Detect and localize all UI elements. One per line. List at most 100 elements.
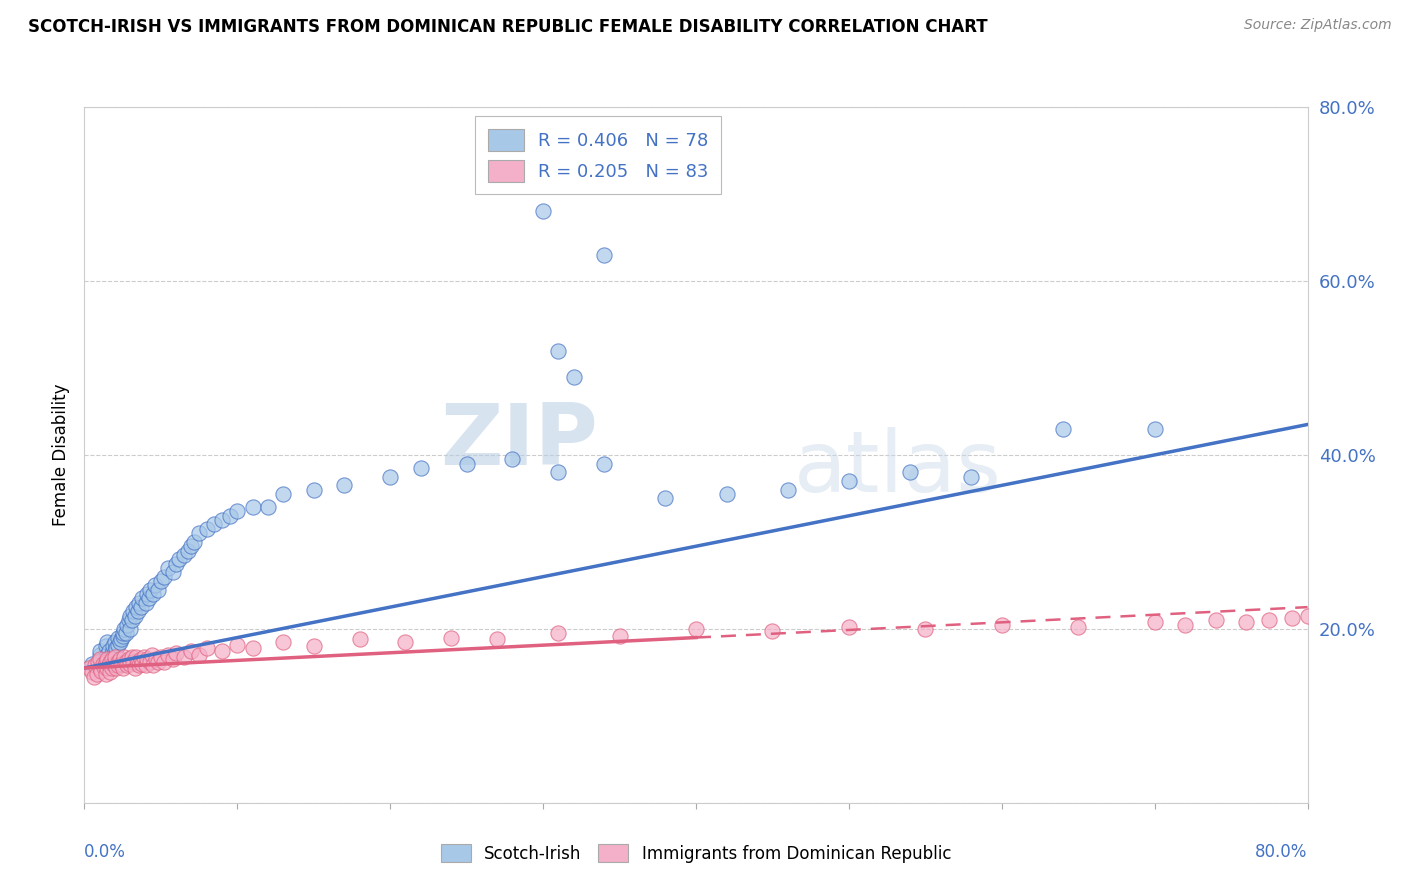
Point xyxy=(1143,615,1166,629)
Point xyxy=(101,652,124,666)
Point xyxy=(89,648,111,662)
Point xyxy=(173,649,195,664)
Point xyxy=(157,648,180,662)
Point xyxy=(149,649,172,664)
Point xyxy=(562,369,585,384)
Point xyxy=(716,487,738,501)
Point xyxy=(96,652,118,666)
Point xyxy=(97,658,120,673)
Point xyxy=(120,608,142,623)
Point xyxy=(183,534,205,549)
Point xyxy=(89,643,111,657)
Point xyxy=(761,624,783,638)
Point xyxy=(115,658,138,673)
Point xyxy=(107,638,129,652)
Point xyxy=(104,649,127,664)
Point xyxy=(124,661,146,675)
Point xyxy=(118,652,141,666)
Point xyxy=(84,658,107,673)
Point xyxy=(898,466,921,480)
Point xyxy=(1205,613,1227,627)
Point xyxy=(960,469,983,483)
Point xyxy=(80,657,103,671)
Point xyxy=(101,649,124,664)
Point xyxy=(1296,608,1319,623)
Point xyxy=(226,504,249,518)
Point xyxy=(115,617,138,632)
Point xyxy=(162,566,184,580)
Point xyxy=(122,605,145,619)
Point xyxy=(112,622,135,636)
Point xyxy=(593,457,616,471)
Point xyxy=(609,629,631,643)
Point xyxy=(143,578,166,592)
Point xyxy=(547,343,569,358)
Legend: Scotch-Irish, Immigrants from Dominican Republic: Scotch-Irish, Immigrants from Dominican … xyxy=(433,836,959,871)
Point xyxy=(654,491,676,506)
Point xyxy=(1067,620,1090,634)
Point xyxy=(502,452,524,467)
Point xyxy=(188,526,211,541)
Point xyxy=(838,474,860,488)
Point xyxy=(110,657,132,671)
Point xyxy=(440,631,463,645)
Point xyxy=(1234,615,1257,629)
Point xyxy=(302,639,325,653)
Point xyxy=(132,649,155,664)
Point xyxy=(122,655,145,669)
Point xyxy=(242,500,264,514)
Text: ZIP: ZIP xyxy=(440,400,598,483)
Point xyxy=(271,487,294,501)
Point xyxy=(349,632,371,647)
Point xyxy=(226,638,249,652)
Point xyxy=(129,652,152,666)
Point xyxy=(104,643,127,657)
Point xyxy=(394,635,416,649)
Point xyxy=(136,652,159,666)
Point xyxy=(177,543,200,558)
Point xyxy=(114,655,136,669)
Point xyxy=(105,640,128,655)
Point xyxy=(93,657,115,671)
Point xyxy=(135,658,157,673)
Point xyxy=(153,570,176,584)
Point xyxy=(146,655,169,669)
Text: 0.0%: 0.0% xyxy=(84,843,127,861)
Point xyxy=(98,665,121,680)
Point xyxy=(91,652,114,666)
Point xyxy=(242,640,264,655)
Point xyxy=(94,667,117,681)
Point xyxy=(195,640,218,655)
Point xyxy=(103,639,125,653)
Point xyxy=(991,617,1014,632)
Point xyxy=(302,483,325,497)
Point xyxy=(138,591,160,606)
Text: atlas: atlas xyxy=(794,427,1002,510)
Point xyxy=(271,635,294,649)
Point xyxy=(139,655,162,669)
Point xyxy=(380,469,402,483)
Point xyxy=(105,661,128,675)
Point xyxy=(112,649,135,664)
Point xyxy=(135,596,157,610)
Point xyxy=(531,204,554,219)
Point xyxy=(114,626,136,640)
Point xyxy=(96,635,118,649)
Point xyxy=(111,629,134,643)
Point xyxy=(1281,611,1303,625)
Point xyxy=(111,661,134,675)
Point xyxy=(96,648,118,662)
Point xyxy=(121,613,143,627)
Point xyxy=(93,660,115,674)
Point xyxy=(1174,617,1197,632)
Point xyxy=(128,596,150,610)
Point xyxy=(110,632,132,647)
Point xyxy=(486,632,509,647)
Point xyxy=(146,582,169,597)
Point xyxy=(108,635,131,649)
Point xyxy=(180,539,202,553)
Point xyxy=(101,661,124,675)
Point xyxy=(142,658,165,673)
Point xyxy=(89,652,111,666)
Point xyxy=(145,652,167,666)
